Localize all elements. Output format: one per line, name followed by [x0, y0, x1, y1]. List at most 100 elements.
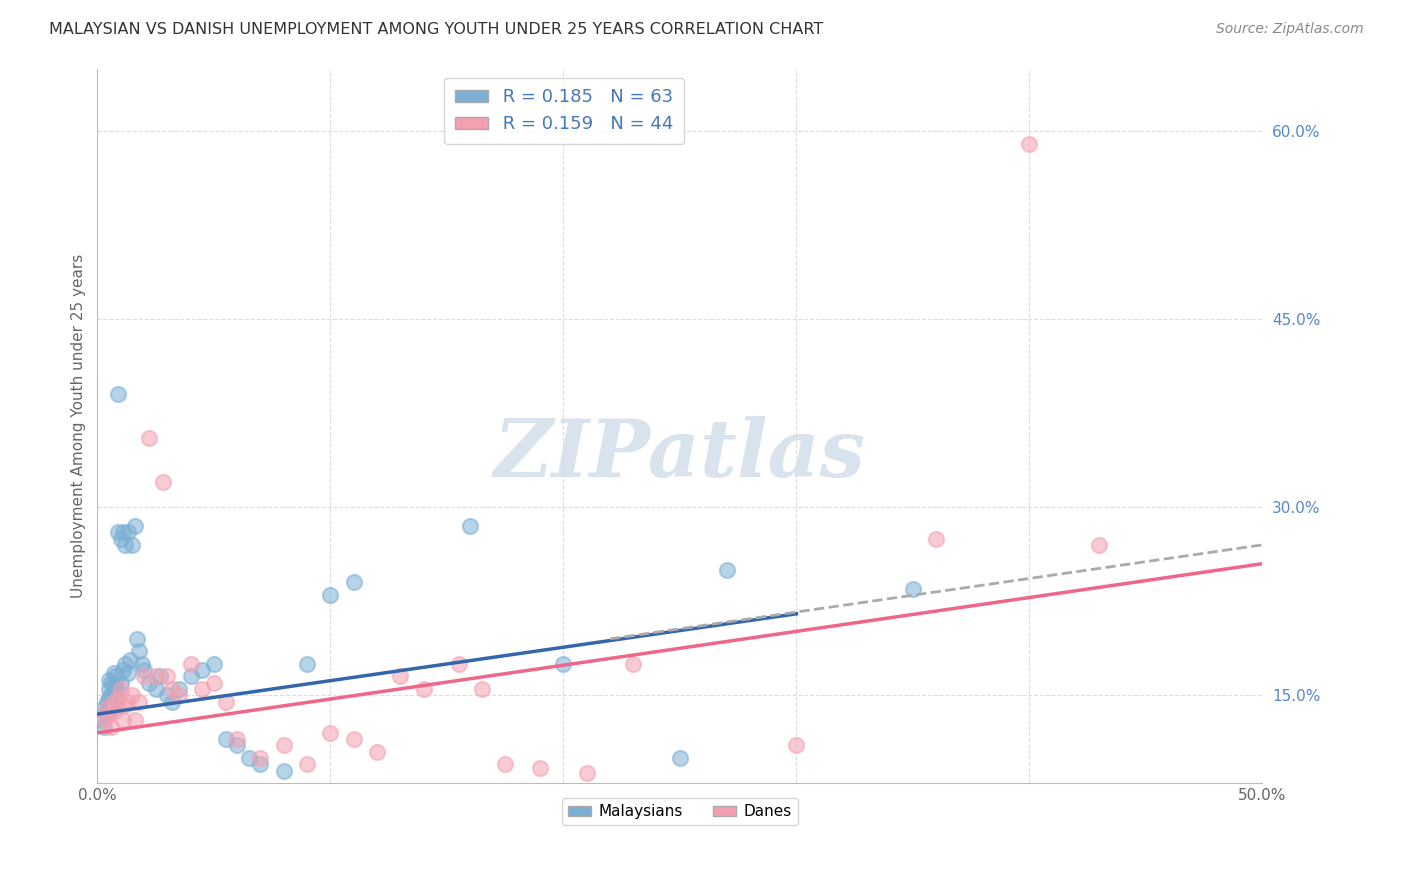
Point: [110, 681, 132, 696]
Text: ZIPatlas: ZIPatlas: [494, 416, 866, 493]
Point: [96, 703, 118, 717]
Point: [96, 701, 118, 715]
Point: [104, 681, 127, 696]
Point: [98, 690, 121, 705]
Y-axis label: Unemployment Among Youth under 25 years: Unemployment Among Youth under 25 years: [72, 253, 86, 598]
Point: [553, 657, 575, 671]
Point: [191, 681, 214, 696]
Point: [107, 690, 129, 705]
Point: [100, 701, 122, 715]
Point: [167, 688, 190, 702]
Point: [1018, 136, 1040, 151]
Point: [621, 657, 644, 671]
Point: [111, 663, 134, 677]
Point: [104, 703, 127, 717]
Point: [117, 525, 139, 540]
Point: [104, 695, 127, 709]
Point: [110, 675, 132, 690]
Point: [191, 663, 214, 677]
Point: [319, 588, 342, 602]
Point: [98, 673, 121, 688]
Point: [202, 657, 225, 671]
Point: [808, 801, 831, 815]
Point: [118, 653, 141, 667]
Point: [214, 732, 236, 747]
Point: [156, 688, 179, 702]
Point: [124, 519, 146, 533]
Point: [117, 665, 139, 680]
Point: [160, 681, 183, 696]
Point: [111, 525, 134, 540]
Point: [160, 695, 183, 709]
Text: MALAYSIAN VS DANISH UNEMPLOYMENT AMONG YOUTH UNDER 25 YEARS CORRELATION CHART: MALAYSIAN VS DANISH UNEMPLOYMENT AMONG Y…: [49, 22, 824, 37]
Point: [925, 532, 948, 546]
Point: [98, 701, 121, 715]
Point: [366, 745, 388, 759]
Point: [121, 688, 143, 702]
Point: [319, 726, 342, 740]
Point: [494, 757, 516, 772]
Point: [156, 669, 179, 683]
Point: [107, 387, 129, 401]
Point: [273, 739, 295, 753]
Point: [138, 675, 160, 690]
Point: [458, 519, 481, 533]
Point: [599, 807, 621, 822]
Point: [114, 698, 136, 713]
Point: [669, 751, 692, 765]
Point: [93, 720, 115, 734]
Point: [785, 739, 807, 753]
Point: [180, 669, 202, 683]
Point: [131, 657, 153, 671]
Point: [145, 669, 167, 683]
Point: [226, 739, 249, 753]
Point: [98, 681, 121, 696]
Point: [149, 669, 172, 683]
Point: [128, 695, 150, 709]
Point: [103, 695, 125, 709]
Point: [93, 701, 115, 715]
Point: [295, 757, 318, 772]
Point: [111, 714, 134, 728]
Point: [138, 431, 160, 445]
Legend: Malaysians, Danes: Malaysians, Danes: [561, 798, 799, 825]
Point: [124, 714, 146, 728]
Point: [145, 681, 167, 696]
Point: [110, 532, 132, 546]
Point: [575, 766, 598, 780]
Point: [180, 657, 202, 671]
Point: [412, 681, 434, 696]
Point: [238, 751, 260, 765]
Point: [901, 582, 924, 596]
Point: [100, 688, 122, 702]
Point: [91, 714, 114, 728]
Point: [226, 732, 249, 747]
Point: [295, 657, 318, 671]
Point: [103, 678, 125, 692]
Point: [389, 789, 412, 803]
Point: [121, 538, 143, 552]
Point: [273, 764, 295, 778]
Text: Source: ZipAtlas.com: Source: ZipAtlas.com: [1216, 22, 1364, 37]
Point: [96, 695, 118, 709]
Point: [482, 795, 505, 809]
Point: [249, 757, 271, 772]
Point: [100, 675, 122, 690]
Point: [114, 657, 136, 671]
Point: [117, 695, 139, 709]
Point: [103, 665, 125, 680]
Point: [132, 663, 155, 677]
Point: [132, 669, 155, 683]
Point: [167, 681, 190, 696]
Point: [104, 669, 127, 683]
Point: [98, 707, 121, 722]
Point: [447, 657, 470, 671]
Point: [716, 563, 738, 577]
Point: [389, 669, 412, 683]
Point: [529, 761, 551, 775]
Point: [114, 538, 136, 552]
Point: [202, 675, 225, 690]
Point: [128, 644, 150, 658]
Point: [96, 707, 118, 722]
Point: [100, 720, 122, 734]
